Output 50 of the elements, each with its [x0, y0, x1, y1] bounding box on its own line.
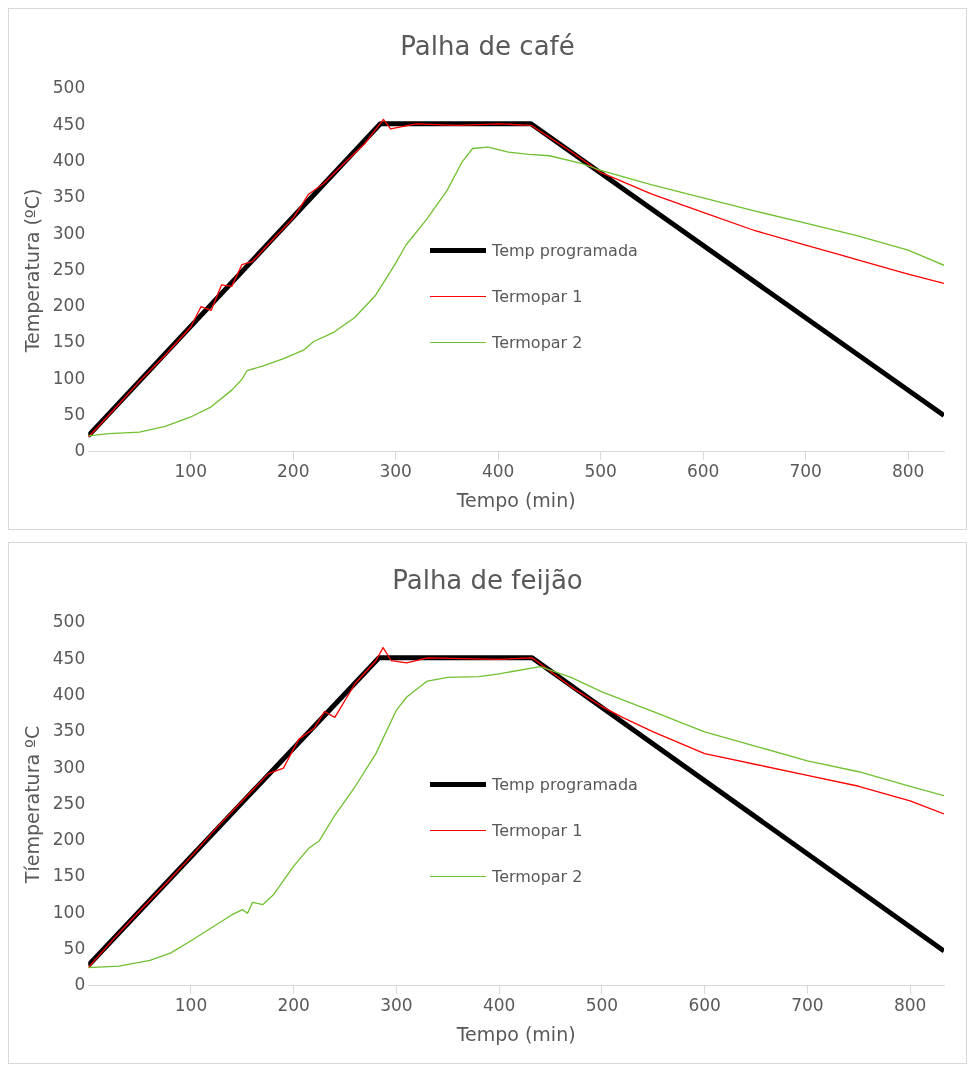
- x-tick-label: 300: [379, 461, 412, 482]
- x-tick-label: 300: [380, 995, 413, 1016]
- y-tick-label: 250: [52, 258, 86, 279]
- x-tick-label: 200: [277, 995, 310, 1016]
- legend-label: Termopar 2: [492, 332, 583, 352]
- x-tick-label: 700: [791, 995, 824, 1016]
- x-tick-label: 400: [482, 995, 516, 1016]
- legend-label: Termopar 1: [492, 286, 583, 306]
- x-axis-title: Tempo (min): [455, 1022, 576, 1045]
- x-tick-label: 800: [891, 461, 925, 482]
- y-tick-label: 350: [52, 186, 86, 207]
- y-tick-label: 100: [52, 367, 86, 388]
- y-tick-label: 150: [52, 865, 86, 886]
- y-axis-title: Temperatura (ºC): [21, 188, 44, 354]
- y-tick-label: 300: [52, 222, 86, 243]
- y-tick-label: 350: [52, 720, 86, 741]
- x-tick-label: 500: [584, 461, 617, 482]
- y-tick-label: 400: [52, 683, 86, 704]
- y-tick-label: 400: [52, 149, 86, 170]
- x-tick-label: 600: [686, 461, 720, 482]
- legend-label: Temp programada: [492, 240, 638, 260]
- legend-label: Termopar 1: [492, 820, 583, 840]
- y-tick-label: 0: [74, 974, 86, 995]
- y-tick-label: 300: [52, 756, 86, 777]
- chart-title: Palha de feijão: [391, 565, 584, 595]
- y-tick-label: 50: [63, 937, 86, 958]
- y-tick-label: 0: [74, 440, 86, 461]
- y-tick-label: 500: [52, 611, 86, 632]
- y-axis-title: Tíemperatura ºC: [21, 725, 44, 885]
- chart-title: Palha de café: [399, 31, 576, 61]
- x-tick-label: 100: [174, 461, 207, 482]
- x-tick-label: 200: [276, 461, 310, 482]
- x-tick-label: 500: [585, 995, 619, 1016]
- x-tick-label: 600: [688, 995, 721, 1016]
- x-tick-label: 100: [174, 995, 208, 1016]
- y-tick-label: 150: [52, 331, 86, 352]
- y-tick-label: 250: [52, 792, 86, 813]
- x-tick-label: 400: [481, 461, 515, 482]
- x-axis-title: Tempo (min): [455, 488, 576, 511]
- x-tick-label: 800: [893, 995, 927, 1016]
- y-tick-label: 200: [52, 829, 86, 850]
- legend-label: Termopar 2: [492, 866, 583, 886]
- y-tick-label: 100: [52, 901, 86, 922]
- legend-label: Temp programada: [492, 774, 638, 794]
- x-tick-label: 700: [789, 461, 822, 482]
- y-tick-label: 500: [52, 77, 86, 98]
- y-tick-label: 200: [52, 295, 86, 316]
- y-tick-label: 50: [63, 403, 86, 424]
- y-tick-label: 450: [52, 647, 86, 668]
- y-tick-label: 450: [52, 113, 86, 134]
